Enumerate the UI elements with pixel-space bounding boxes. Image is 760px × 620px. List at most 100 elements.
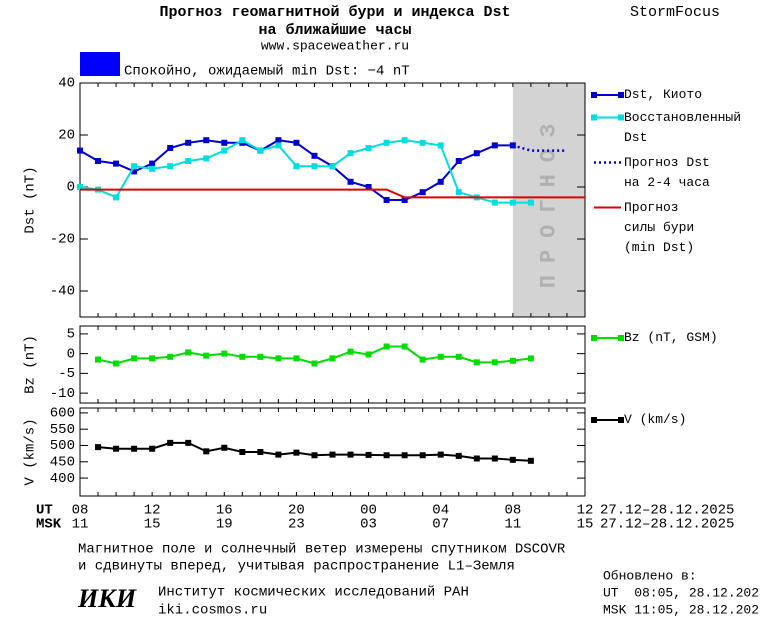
data-point: [149, 445, 156, 452]
legend-marker: [591, 114, 597, 121]
data-point: [527, 457, 534, 464]
x-tick-label: 08: [72, 503, 89, 519]
data-point: [257, 147, 264, 154]
data-point: [221, 444, 228, 451]
plot-frame: [79, 325, 586, 404]
legend-marker: [618, 417, 624, 423]
note: Магнитное поле и солнечный ветер измерен…: [78, 541, 566, 558]
data-point: [185, 139, 192, 146]
data-point: [491, 359, 498, 366]
data-point: [77, 184, 83, 190]
y-tick-label: -10: [50, 386, 75, 402]
y-tick-label: 5: [67, 327, 75, 343]
logo: ИКИ: [77, 584, 137, 613]
data-point: [383, 452, 390, 459]
data-point: [437, 178, 444, 185]
brand: StormFocus: [630, 4, 720, 21]
data-point: [455, 158, 462, 164]
data-point: [311, 452, 318, 459]
data-point: [203, 448, 210, 455]
data-point: [185, 439, 192, 446]
data-point: [239, 449, 246, 455]
series-line: [512, 144, 567, 152]
data-point: [491, 455, 498, 462]
data-point: [275, 142, 282, 149]
data-point: [347, 451, 354, 458]
y-tick-label: 400: [50, 471, 75, 487]
data-point: [437, 142, 444, 149]
data-point: [455, 452, 462, 459]
legend-label: Bz (nT, GSM): [624, 330, 718, 345]
data-point: [149, 160, 156, 167]
note: и сдвинуты вперед, учитывая распростране…: [78, 559, 515, 575]
x-row-name: MSK: [36, 517, 62, 533]
data-point: [275, 451, 282, 458]
series-line: [79, 139, 531, 204]
data-point: [401, 452, 408, 459]
x-tick-label: 08: [504, 503, 521, 519]
data-point: [257, 353, 264, 360]
data-point: [221, 350, 228, 357]
data-point: [149, 165, 156, 172]
data-point: [239, 353, 246, 360]
y-axis-label: Bz (nT): [23, 335, 39, 394]
y-tick-label: 550: [50, 422, 75, 438]
data-point: [293, 449, 300, 456]
legend-marker: [591, 417, 597, 423]
legend-label: Прогноз Dst на 2-4 часа: [624, 154, 710, 190]
data-point: [473, 359, 480, 366]
title: Прогноз геомагнитной бури и индекса Dst: [159, 4, 510, 21]
url: www.spaceweather.ru: [261, 38, 409, 53]
data-point: [113, 160, 120, 167]
x-tick-label: 12: [144, 503, 161, 519]
y-tick-label: -20: [50, 232, 75, 248]
data-point: [365, 451, 372, 458]
data-point: [491, 199, 498, 206]
updated-title: Обновлено в:: [603, 568, 697, 583]
updated-row: MSK 11:05, 28.12.2025: [603, 602, 760, 617]
data-point: [383, 343, 390, 350]
data-point: [185, 349, 192, 356]
data-point: [167, 353, 174, 360]
data-point: [311, 163, 318, 170]
data-point: [527, 355, 534, 362]
data-point: [329, 451, 336, 458]
data-point: [95, 158, 102, 164]
data-point: [149, 355, 156, 362]
data-point: [329, 163, 336, 170]
forecast-label: ПРОГНОЗ: [537, 112, 562, 288]
forecast-region: [512, 83, 585, 317]
data-point: [329, 355, 336, 362]
data-point: [293, 355, 300, 362]
x-tick-label: 12: [577, 503, 594, 519]
subtitle: на ближайшие часы: [258, 22, 411, 39]
data-point: [77, 147, 83, 154]
data-point: [419, 356, 426, 363]
data-point: [365, 184, 372, 190]
x-tick-label: 15: [144, 517, 161, 533]
data-point: [527, 199, 534, 206]
data-point: [401, 343, 408, 350]
institute-name: Институт космических исследований РАН: [158, 584, 469, 601]
data-point: [131, 445, 138, 452]
x-tick-label: 11: [504, 517, 521, 533]
y-tick-label: -5: [58, 366, 75, 382]
data-point: [401, 197, 408, 203]
data-point: [275, 355, 282, 362]
data-point: [113, 194, 120, 201]
data-point: [509, 456, 516, 463]
data-point: [167, 163, 174, 170]
x-tick-label: 23: [288, 517, 305, 533]
data-point: [419, 139, 426, 146]
data-point: [113, 445, 120, 452]
legend-label: Восстановленный Dst: [624, 109, 742, 145]
y-tick-label: 0: [67, 346, 75, 362]
x-tick-label: 20: [288, 503, 305, 519]
y-tick-label: 40: [58, 76, 75, 92]
y-axis-label: V (km/s): [23, 418, 39, 485]
y-tick-label: 600: [50, 406, 75, 422]
data-point: [95, 444, 102, 451]
data-point: [293, 139, 300, 146]
